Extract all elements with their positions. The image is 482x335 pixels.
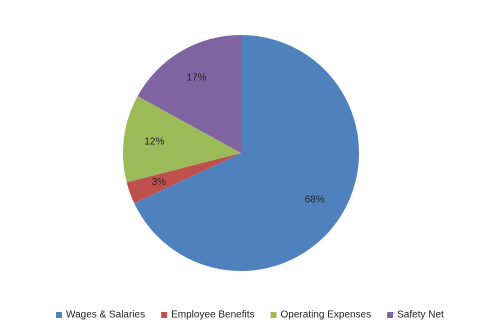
pie-slice [134,35,359,271]
data-label: 3% [152,177,167,188]
legend-label: Operating Expenses [281,310,372,321]
legend-label: Employee Benefits [171,310,254,321]
data-label: 17% [187,72,207,83]
pie-slice [126,153,241,204]
data-label: 68% [305,194,325,205]
legend-swatch [387,312,394,318]
legend-label: Wages & Salaries [66,310,145,321]
legend-swatch [56,312,62,318]
pie-slice [123,96,241,183]
legend-swatch [270,312,277,318]
legend-label: Safety Net [397,310,444,321]
legend-swatch [161,312,168,318]
pie-slice [137,34,241,154]
data-label: 12% [144,137,164,148]
